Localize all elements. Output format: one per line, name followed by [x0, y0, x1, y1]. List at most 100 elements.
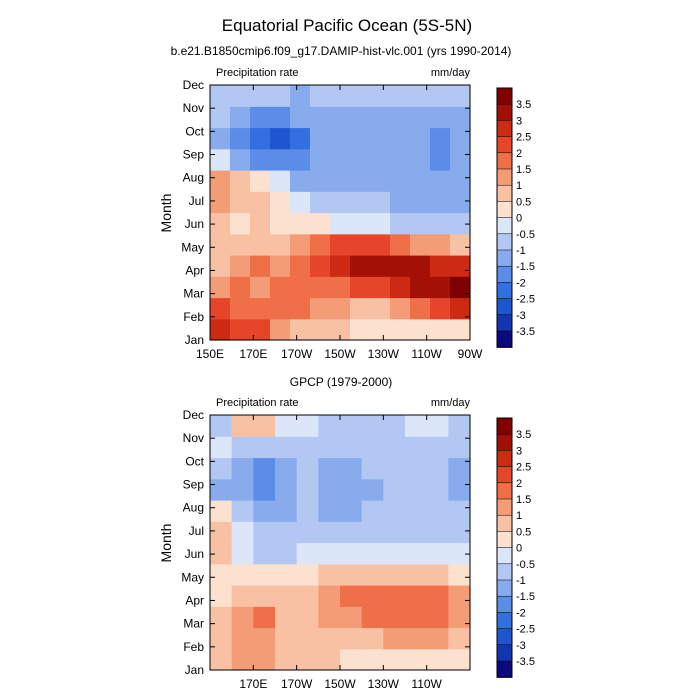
field-cell	[390, 212, 411, 235]
y-tick-label: Jul	[189, 194, 204, 208]
field-cell	[253, 436, 276, 459]
colorbar-label: 3	[516, 445, 522, 457]
figure-title: Equatorial Pacific Ocean (5S-5N)	[222, 16, 472, 35]
field-cell	[330, 318, 351, 341]
panel-obs-axes: Jan Feb Mar Apr May Jun Jul Aug Sep Oct Nov Dec 170E…	[181, 408, 470, 691]
colorbar-label: 2.5	[516, 462, 531, 474]
field-cell	[310, 170, 331, 192]
field-cell	[410, 170, 431, 192]
field-cell	[340, 542, 363, 565]
field-cell	[350, 85, 371, 107]
field-cell	[361, 436, 384, 459]
field-cell	[210, 648, 233, 671]
field-cell	[230, 276, 251, 299]
colorbar-label: -1.5	[516, 261, 535, 273]
field-cell	[231, 478, 254, 501]
colorbar-label: -2.5	[516, 294, 535, 306]
colorbar-label: -2	[516, 607, 526, 619]
y-tick-label: Jun	[185, 217, 204, 231]
field-cell	[330, 255, 351, 277]
field-cell	[426, 648, 449, 671]
field-cell	[430, 106, 451, 129]
field-cell	[253, 563, 276, 586]
field-cell	[350, 106, 371, 129]
field-cell	[450, 276, 471, 299]
field-cell	[210, 563, 233, 586]
field-cell	[210, 191, 231, 214]
x-tick-label: 150W	[324, 347, 356, 361]
field-cell	[426, 415, 449, 437]
field-cell	[250, 255, 271, 277]
field-cell	[318, 500, 341, 522]
field-cell	[210, 606, 233, 629]
field-cell	[390, 148, 411, 171]
field-cell	[361, 627, 384, 650]
field-cell	[230, 191, 251, 214]
colorbar-swatch	[496, 482, 513, 500]
x-tick-label: 110W	[411, 347, 442, 361]
field-cell	[210, 436, 233, 459]
field-cell	[390, 127, 411, 150]
field-cell	[450, 170, 471, 192]
field-cell	[405, 457, 428, 480]
field-cell	[253, 521, 276, 544]
field-cell	[426, 585, 449, 607]
field-cell	[290, 233, 311, 256]
field-cell	[410, 255, 431, 277]
field-cell	[450, 106, 471, 129]
field-cell	[350, 255, 371, 277]
colorbar-label: 2	[516, 148, 522, 160]
field-cell	[330, 276, 351, 299]
field-cell	[450, 233, 471, 256]
panel-model-colorbar: 3.5 3 2.5 2 1.5 1 0.5 0 -0.5 -1 -1.5 -2 -2.5 -3 -3.5	[496, 87, 535, 348]
field-cell	[290, 212, 311, 235]
field-cell	[340, 457, 363, 480]
field-cell	[361, 563, 384, 586]
field-cell	[275, 542, 298, 565]
field-cell	[290, 318, 311, 341]
field-cell	[405, 606, 428, 629]
field-cell	[296, 542, 319, 565]
field-cell	[296, 563, 319, 586]
field-cell	[390, 233, 411, 256]
field-cell	[350, 233, 371, 256]
field-cell	[426, 436, 449, 459]
field-cell	[270, 170, 291, 192]
field-cell	[340, 500, 363, 522]
field-cell	[448, 415, 471, 437]
y-tick-label: May	[181, 570, 204, 584]
field-cell	[448, 627, 471, 650]
field-cell	[390, 106, 411, 129]
field-cell	[383, 478, 406, 501]
field-cell	[296, 585, 319, 607]
field-cell	[450, 318, 471, 341]
field-cell	[318, 415, 341, 437]
colorbar-label: -3.5	[516, 656, 535, 668]
field-cell	[230, 212, 251, 235]
colorbar-label: 3.5	[516, 429, 531, 441]
field-cell	[430, 297, 451, 320]
field-cell	[390, 85, 411, 107]
colorbar-swatch	[496, 498, 513, 516]
field-cell	[231, 627, 254, 650]
colorbar-swatch	[496, 233, 513, 251]
colorbar-swatch	[496, 168, 513, 186]
colorbar-label: 0.5	[516, 526, 531, 538]
field-cell	[231, 521, 254, 544]
field-cell	[318, 542, 341, 565]
field-cell	[231, 648, 254, 671]
field-cell	[410, 276, 431, 299]
field-cell	[318, 648, 341, 671]
field-cell	[210, 478, 233, 501]
colorbar-label: 0	[516, 213, 522, 225]
field-cell	[361, 478, 384, 501]
field-cell	[318, 563, 341, 586]
field-cell	[230, 233, 251, 256]
field-cell	[330, 106, 351, 129]
field-cell	[318, 457, 341, 480]
field-cell	[390, 318, 411, 341]
field-cell	[231, 415, 254, 437]
field-cell	[410, 127, 431, 150]
field-cell	[253, 585, 276, 607]
